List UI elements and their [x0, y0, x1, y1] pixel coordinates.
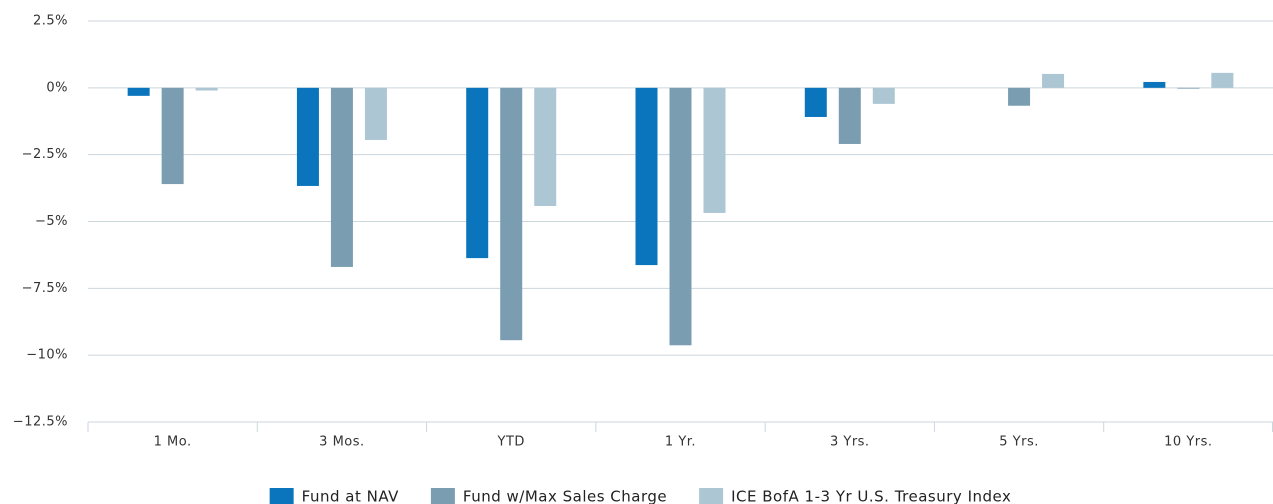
legend-item: Fund w/Max Sales Charge	[430, 488, 667, 504]
bar	[466, 87, 489, 259]
bar	[296, 87, 319, 186]
x-tick-label: 10 Yrs.	[1164, 435, 1212, 450]
bar	[669, 87, 692, 346]
bar	[500, 87, 523, 341]
bar	[872, 87, 895, 104]
y-tick-label: 2.5%	[33, 14, 68, 29]
bar	[1143, 81, 1166, 88]
x-tick-label: YTD	[497, 435, 525, 450]
bar	[330, 87, 353, 267]
bar	[195, 87, 218, 91]
y-tick-label: −12.5%	[13, 415, 68, 430]
x-tick-label: 5 Yrs.	[999, 435, 1039, 450]
y-tick-label: −5%	[35, 214, 68, 229]
y-tick-label: −10%	[26, 348, 68, 363]
bar	[534, 87, 557, 206]
bar	[161, 87, 184, 185]
bar	[364, 87, 387, 140]
bar	[703, 87, 726, 213]
y-tick-label: −2.5%	[22, 147, 68, 162]
y-tick-label: 0%	[46, 80, 68, 95]
bar	[1042, 73, 1065, 88]
bar	[1008, 87, 1031, 106]
bar	[635, 87, 658, 266]
bar	[1211, 72, 1234, 88]
x-tick-label: 1 Yr.	[665, 435, 696, 450]
y-tick-label: −7.5%	[22, 281, 68, 296]
legend-swatch	[699, 488, 724, 504]
bar	[127, 87, 150, 96]
legend: Fund at NAV Fund w/Max Sales Charge ICE Bo…	[269, 488, 1011, 504]
x-tick-label: 3 Mos.	[319, 435, 364, 450]
x-tick-label: 3 Yrs.	[830, 435, 870, 450]
legend-label: Fund w/Max Sales Charge	[463, 488, 667, 504]
legend-swatch	[269, 488, 294, 504]
legend-swatch	[430, 488, 455, 504]
bar	[804, 87, 827, 117]
x-tick-label: 1 Mo.	[154, 435, 192, 450]
legend-label: Fund at NAV	[302, 488, 399, 504]
legend-item: ICE BofA 1-3 Yr U.S. Treasury Index	[699, 488, 1011, 504]
bar	[838, 87, 861, 144]
bar	[1177, 87, 1200, 89]
legend-item: Fund at NAV	[269, 488, 399, 504]
legend-label: ICE BofA 1-3 Yr U.S. Treasury Index	[731, 488, 1011, 504]
